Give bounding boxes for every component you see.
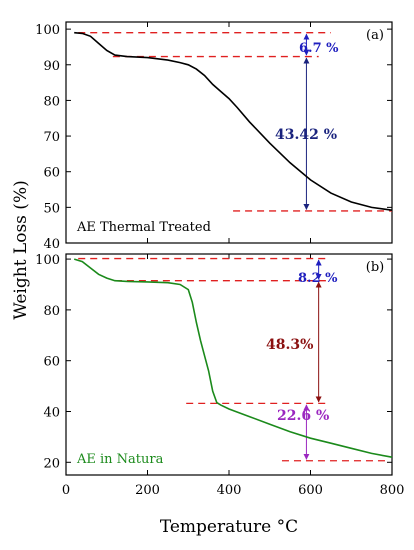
panel-a-annotation-2: 43.42 % [275, 127, 337, 143]
panel-a: 40 50 60 70 80 90 100 (a) AE Thermal Treated 6… [35, 21, 393, 252]
panel-b-reference-lines [78, 257, 388, 462]
x-axis-title: Temperature °C [160, 517, 298, 537]
y-tick-label: 20 [43, 456, 60, 471]
y-tick-label: 60 [43, 355, 60, 370]
y-tick-label: 100 [35, 23, 60, 38]
x-tick-label: 600 [298, 483, 323, 498]
y-tick-label: 70 [43, 130, 60, 145]
panel-b-annotation-1: 8.2 % [298, 271, 338, 286]
panel-a-ticks: 40 50 60 70 80 90 100 [35, 22, 393, 252]
panel-b-series-line [73, 258, 393, 458]
panel-b-frame [65, 253, 393, 476]
x-tick-label: 200 [135, 483, 160, 498]
y-tick-label: 80 [43, 304, 60, 319]
panel-b-ticks: 20 40 60 80 100 0 200 400 600 800 [35, 253, 404, 498]
y-axis-title: Weight Loss (%) [11, 180, 31, 319]
panel-b-annotation-2: 48.3% [266, 337, 313, 353]
panel-a-annotation-1: 6.7 % [299, 41, 339, 56]
x-tick-label: 400 [217, 483, 242, 498]
panel-a-sample-label: AE Thermal Treated [76, 220, 211, 235]
x-tick-label: 0 [62, 483, 70, 498]
panel-b-sample-label: AE in Natura [76, 452, 164, 467]
panel-a-series-line [74, 31, 393, 211]
panel-a-label: (a) [366, 28, 384, 43]
panel-a-reference-lines [78, 32, 392, 212]
y-tick-label: 60 [43, 166, 60, 181]
x-tick-label: 800 [380, 483, 405, 498]
panel-b-arrows [303, 259, 322, 460]
y-tick-label: 100 [35, 253, 60, 268]
y-tick-label: 40 [43, 237, 60, 252]
panel-b: 20 40 60 80 100 0 200 400 600 800 (b) AE in Natur… [35, 253, 404, 498]
y-tick-label: 90 [43, 59, 60, 74]
y-tick-label: 50 [43, 201, 60, 216]
y-tick-label: 40 [43, 405, 60, 420]
panel-b-label: (b) [366, 260, 384, 275]
panel-b-annotation-3: 22.6 % [277, 408, 329, 424]
y-tick-label: 80 [43, 94, 60, 109]
